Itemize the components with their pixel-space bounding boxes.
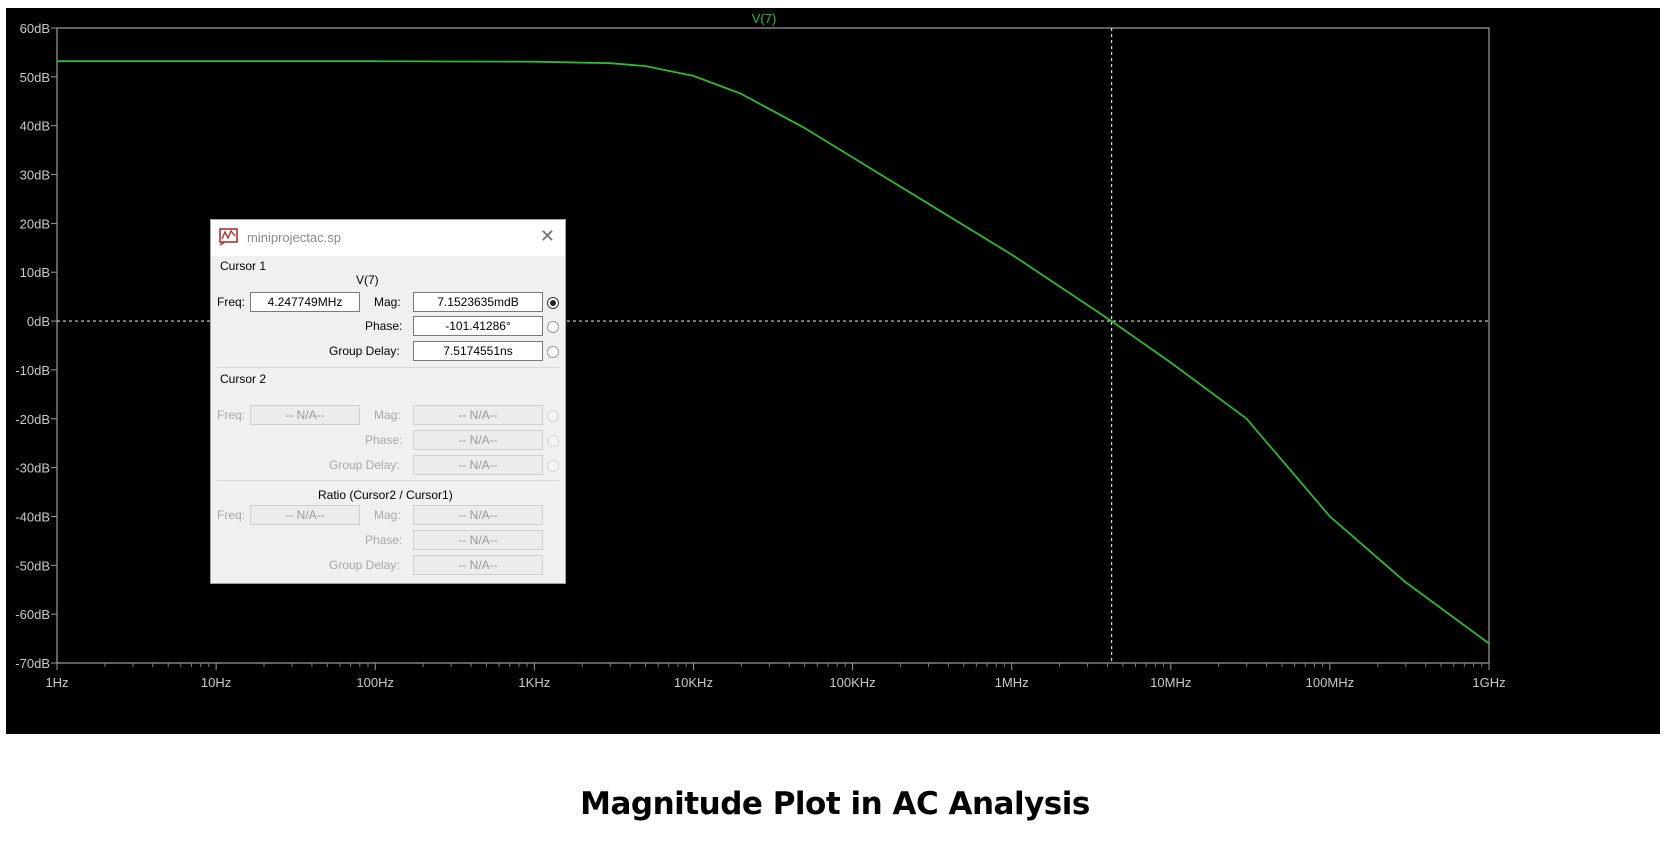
- trace-name: V(7): [356, 273, 379, 287]
- y-tick-label: -10dB: [15, 363, 50, 378]
- r-group-delay-label: Group Delay:: [329, 558, 400, 572]
- ratio-mag-field: -- N/A--: [413, 505, 543, 525]
- x-tick-label: 100MHz: [1306, 675, 1354, 690]
- y-tick-label: 60dB: [20, 21, 50, 36]
- y-tick-label: -20dB: [15, 412, 50, 427]
- group-delay-label: Group Delay:: [329, 344, 400, 358]
- dialog-title: miniprojectac.sp: [247, 230, 341, 245]
- x-tick-label: 100KHz: [829, 675, 875, 690]
- r-phase-label: Phase:: [365, 533, 403, 547]
- cursor2-freq-field: -- N/A--: [250, 405, 360, 425]
- x-tick-label: 10MHz: [1150, 675, 1191, 690]
- ratio-freq-field: -- N/A--: [250, 505, 360, 525]
- x-tick-label: 1Hz: [45, 675, 68, 690]
- plot-frame: [56, 27, 1490, 664]
- figure-caption: Magnitude Plot in AC Analysis: [580, 786, 1090, 822]
- cursor1-mag-field[interactable]: 7.1523635mdB: [413, 292, 543, 312]
- mag-radio[interactable]: [547, 297, 559, 309]
- dialog-titlebar[interactable]: miniprojectac.sp ✕: [211, 220, 565, 256]
- magnitude-plot[interactable]: 60dB 50dB 40dB 30dB 20dB 10dB 0dB -10dB -20dB -30…: [6, 8, 1660, 734]
- cursor2-label: Cursor 2: [220, 372, 267, 386]
- y-tick-label: 0dB: [27, 314, 50, 329]
- r-mag-label: Mag:: [374, 508, 401, 522]
- phase-label: Phase:: [365, 319, 403, 333]
- trace-label[interactable]: V(7): [752, 11, 777, 26]
- group-delay-radio[interactable]: [547, 346, 559, 358]
- close-icon[interactable]: ✕: [539, 226, 555, 246]
- cursor2-phase-field: -- N/A--: [413, 430, 543, 450]
- mag-label: Mag:: [374, 295, 401, 309]
- x-tick-label: 10Hz: [201, 675, 231, 690]
- cursor1-freq-field[interactable]: 4.247749MHz: [250, 292, 360, 312]
- y-tick-label: 40dB: [20, 119, 50, 134]
- phase-radio[interactable]: [547, 321, 559, 333]
- waveform-app-icon: [219, 228, 238, 246]
- cursor1-label: Cursor 1: [220, 259, 267, 273]
- cursor2-group-delay-field: -- N/A--: [413, 455, 543, 475]
- x-tick-label: 100Hz: [356, 675, 394, 690]
- c2-group-delay-label: Group Delay:: [329, 458, 400, 472]
- c2-group-delay-radio: [547, 460, 559, 472]
- y-tick-label: 30dB: [20, 168, 50, 183]
- trace-line-v7: [57, 60, 1490, 645]
- ratio-group-delay-field: -- N/A--: [413, 555, 543, 575]
- divider: [217, 367, 559, 368]
- freq-label: Freq:: [217, 295, 246, 309]
- ratio-phase-field: -- N/A--: [413, 530, 543, 550]
- r-freq-label: Freq:: [217, 508, 246, 522]
- ratio-label: Ratio (Cursor2 / Cursor1): [318, 488, 453, 502]
- y-tick-label: -30dB: [15, 461, 50, 476]
- y-tick-label: 20dB: [20, 216, 50, 231]
- c2-mag-label: Mag:: [374, 408, 401, 422]
- y-tick-label: 50dB: [20, 70, 50, 85]
- y-tick-label: -60dB: [15, 607, 50, 622]
- y-tick-label: -40dB: [15, 509, 50, 524]
- y-tick-label: 10dB: [20, 265, 50, 280]
- y-tick-label: -50dB: [15, 558, 50, 573]
- c2-freq-label: Freq:: [217, 408, 246, 422]
- x-tick-label: 10KHz: [674, 675, 713, 690]
- cursor1-group-delay-field[interactable]: 7.5174551ns: [413, 341, 543, 361]
- c2-mag-radio: [547, 410, 559, 422]
- cursor1-phase-field[interactable]: -101.41286°: [413, 316, 543, 336]
- waveform-plot-window[interactable]: 60dB 50dB 40dB 30dB 20dB 10dB 0dB -10dB -20dB -30…: [6, 8, 1660, 734]
- c2-phase-radio: [547, 435, 559, 447]
- cursor-readout-dialog[interactable]: miniprojectac.sp ✕ Cursor 1 V(7) Freq: 4…: [210, 219, 566, 584]
- cursor2-mag-field: -- N/A--: [413, 405, 543, 425]
- x-tick-label: 1KHz: [518, 675, 550, 690]
- x-tick-label: 1MHz: [995, 675, 1029, 690]
- divider: [217, 480, 559, 481]
- y-tick-label: -70dB: [15, 656, 50, 671]
- c2-phase-label: Phase:: [365, 433, 403, 447]
- x-tick-label: 1GHz: [1472, 675, 1505, 690]
